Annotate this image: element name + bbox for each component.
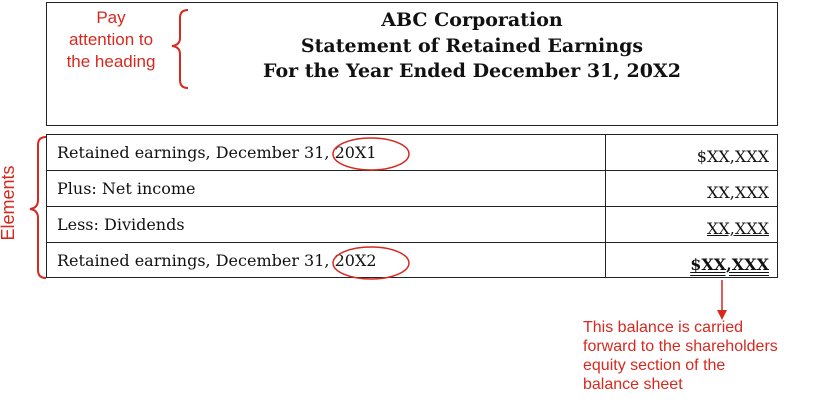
row-year: 20X2 bbox=[334, 251, 377, 270]
row-label: Less: Dividends bbox=[57, 215, 185, 234]
elements-brace-icon bbox=[29, 136, 47, 279]
annotation-line: the heading bbox=[66, 52, 156, 71]
row-label: Plus: Net income bbox=[57, 179, 196, 198]
row-amount: XX,XXX bbox=[706, 219, 769, 238]
annotation-line: Pay bbox=[96, 8, 126, 27]
table-row-beginning-balance: Retained earnings, December 31, 20X1 $XX… bbox=[47, 135, 777, 171]
row-amount: $XX,XXX bbox=[690, 255, 769, 274]
company-name: ABC Corporation bbox=[381, 9, 563, 31]
row-amount: XX,XXX bbox=[706, 183, 769, 202]
annotation-line: attention to bbox=[68, 30, 154, 49]
retained-earnings-table: Retained earnings, December 31, 20X1 $XX… bbox=[46, 134, 778, 278]
row-year: 20X1 bbox=[334, 143, 377, 162]
annotation-line: forward to the shareholders bbox=[583, 338, 778, 355]
table-row-net-income: Plus: Net income XX,XXX bbox=[47, 171, 777, 207]
annotation-line: This balance is carried bbox=[583, 319, 744, 336]
table-row-ending-balance: Retained earnings, December 31, 20X2 $XX… bbox=[47, 243, 777, 279]
statement-period: For the Year Ended December 31, 20X2 bbox=[263, 60, 681, 82]
statement-heading-box: ABC Corporation Statement of Retained Ea… bbox=[46, 2, 778, 126]
annotation-line: balance sheet bbox=[583, 376, 683, 393]
balance-annotation: This balance is carried forward to the s… bbox=[583, 318, 816, 394]
row-label: Retained earnings, December 31, bbox=[57, 251, 335, 270]
statement-title: Statement of Retained Earnings bbox=[300, 35, 644, 57]
row-amount: $XX,XXX bbox=[696, 147, 769, 166]
table-row-dividends: Less: Dividends XX,XXX bbox=[47, 207, 777, 243]
elements-annotation: Elements bbox=[0, 165, 18, 241]
annotation-line: equity section of the bbox=[583, 357, 726, 374]
row-label: Retained earnings, December 31, bbox=[57, 143, 335, 162]
heading-annotation: Pay attention to the heading bbox=[50, 7, 172, 73]
